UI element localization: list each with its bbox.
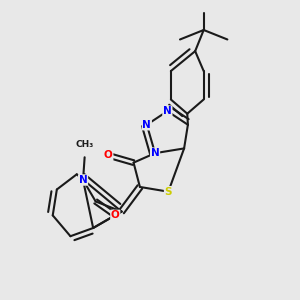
- Text: N: N: [79, 175, 87, 185]
- Text: CH₃: CH₃: [76, 140, 94, 149]
- Text: N: N: [151, 148, 159, 158]
- Text: N: N: [142, 120, 151, 130]
- Text: O: O: [104, 150, 113, 161]
- Text: O: O: [111, 210, 120, 220]
- Text: S: S: [165, 187, 172, 197]
- Text: N: N: [163, 106, 172, 116]
